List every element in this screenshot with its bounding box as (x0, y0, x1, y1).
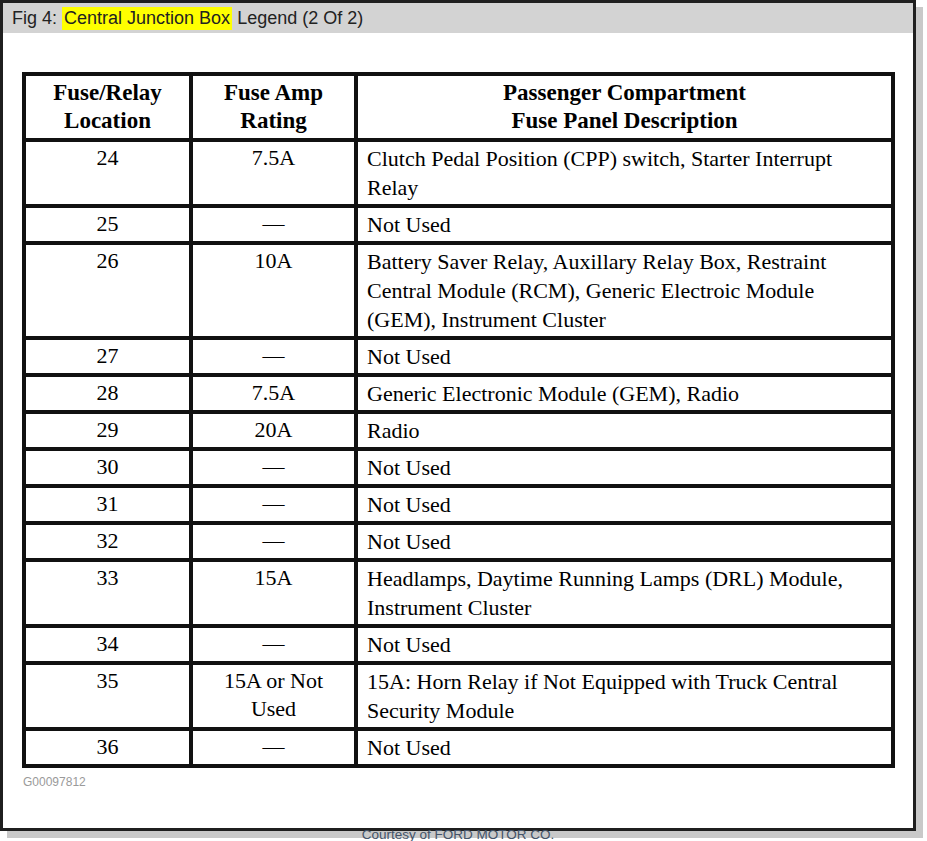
cell-amp-rating: 15A or Not Used (191, 663, 356, 729)
header-line: Rating (240, 108, 306, 133)
cell-amp-rating: — (191, 338, 356, 375)
cell-amp-rating: — (191, 729, 356, 766)
table-row: 287.5AGeneric Electronic Module (GEM), R… (24, 375, 893, 412)
figure-title-suffix: Legend (2 Of 2) (232, 8, 363, 29)
fuse-legend-table: Fuse/Relay Location Fuse Amp Rating Passen… (22, 72, 895, 768)
cell-fuse-location: 31 (24, 486, 191, 523)
figure-title-prefix: Fig 4: (12, 8, 62, 29)
table-row: 27—Not Used (24, 338, 893, 375)
cell-fuse-location: 33 (24, 560, 191, 626)
cell-fuse-location: 24 (24, 140, 191, 206)
cell-amp-rating: — (191, 486, 356, 523)
cell-description: Battery Saver Relay, Auxillary Relay Box… (356, 243, 893, 338)
cell-fuse-location: 30 (24, 449, 191, 486)
cell-fuse-location: 35 (24, 663, 191, 729)
figure-id: G00097812 (23, 775, 913, 789)
header-line: Location (64, 108, 151, 133)
cell-amp-rating: — (191, 626, 356, 663)
cell-fuse-location: 29 (24, 412, 191, 449)
table-row: 31—Not Used (24, 486, 893, 523)
cell-description: Not Used (356, 486, 893, 523)
cell-description: Not Used (356, 729, 893, 766)
table-row: 30—Not Used (24, 449, 893, 486)
cell-amp-rating: 7.5A (191, 140, 356, 206)
cell-description: Not Used (356, 206, 893, 243)
cell-fuse-location: 32 (24, 523, 191, 560)
cell-description: Not Used (356, 523, 893, 560)
cell-description: 15A: Horn Relay if Not Equipped with Tru… (356, 663, 893, 729)
cell-description: Headlamps, Daytime Running Lamps (DRL) M… (356, 560, 893, 626)
cell-fuse-location: 27 (24, 338, 191, 375)
header-fuse-relay-location: Fuse/Relay Location (24, 74, 191, 140)
table-row: 25—Not Used (24, 206, 893, 243)
table-row: 247.5AClutch Pedal Position (CPP) switch… (24, 140, 893, 206)
table-row: 3315AHeadlamps, Daytime Running Lamps (D… (24, 560, 893, 626)
figure-window: Fig 4: Central Junction Box Legend (2 Of… (0, 0, 916, 831)
cell-amp-rating: 10A (191, 243, 356, 338)
table-row: 2920ARadio (24, 412, 893, 449)
table-row: 36—Not Used (24, 729, 893, 766)
cell-description: Radio (356, 412, 893, 449)
header-fuse-amp-rating: Fuse Amp Rating (191, 74, 356, 140)
figure-title-bar: Fig 4: Central Junction Box Legend (2 Of… (3, 3, 913, 33)
cell-amp-rating: — (191, 449, 356, 486)
cell-description: Clutch Pedal Position (CPP) switch, Star… (356, 140, 893, 206)
cell-fuse-location: 34 (24, 626, 191, 663)
cell-description: Not Used (356, 626, 893, 663)
table-header-row: Fuse/Relay Location Fuse Amp Rating Passen… (24, 74, 893, 140)
cell-fuse-location: 26 (24, 243, 191, 338)
cell-amp-rating: — (191, 523, 356, 560)
cell-description: Not Used (356, 338, 893, 375)
table-row: 32—Not Used (24, 523, 893, 560)
cell-fuse-location: 25 (24, 206, 191, 243)
header-line: Fuse/Relay (53, 80, 162, 105)
cell-amp-rating: 15A (191, 560, 356, 626)
cell-amp-rating: 20A (191, 412, 356, 449)
cell-description: Generic Electronic Module (GEM), Radio (356, 375, 893, 412)
cell-description: Not Used (356, 449, 893, 486)
search-term-highlight: Central Junction Box (62, 7, 232, 30)
cell-fuse-location: 36 (24, 729, 191, 766)
header-line: Passenger Compartment (503, 80, 746, 105)
cell-amp-rating: — (191, 206, 356, 243)
header-fuse-panel-description: Passenger Compartment Fuse Panel Descript… (356, 74, 893, 140)
courtesy-credit: Courtesy of FORD MOTOR CO. (3, 827, 913, 841)
table-row: 34—Not Used (24, 626, 893, 663)
header-line: Fuse Panel Description (511, 108, 737, 133)
table-row: 3515A or Not Used15A: Horn Relay if Not … (24, 663, 893, 729)
cell-amp-rating: 7.5A (191, 375, 356, 412)
table-row: 2610ABattery Saver Relay, Auxillary Rela… (24, 243, 893, 338)
fuse-table-body: 247.5AClutch Pedal Position (CPP) switch… (24, 140, 893, 766)
cell-fuse-location: 28 (24, 375, 191, 412)
header-line: Fuse Amp (224, 80, 323, 105)
